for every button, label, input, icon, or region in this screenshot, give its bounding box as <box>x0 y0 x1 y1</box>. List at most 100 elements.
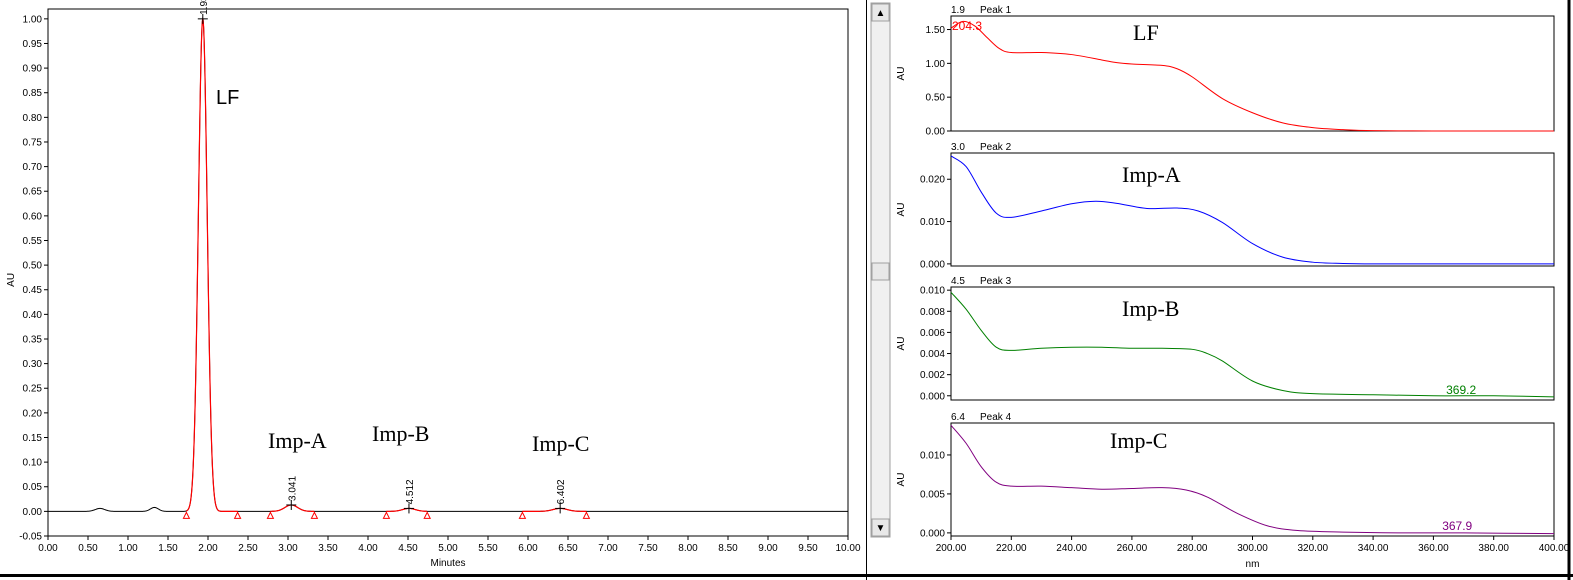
y-tick-label: 0.05 <box>23 482 43 493</box>
x-tick-label: 2.50 <box>238 543 258 554</box>
spectrum-header-label: Peak 4 <box>980 412 1012 423</box>
x-tick-label: 10.00 <box>835 543 860 554</box>
y-tick-label: 0.90 <box>23 64 43 75</box>
y-tick-label: 0.75 <box>23 137 43 148</box>
peak-annotation: Imp-C <box>532 431 589 456</box>
spectrum-header-rt: 1.9 <box>951 5 965 16</box>
spectrum-annotation: LF <box>1133 20 1159 45</box>
x-tick-label: 7.00 <box>598 543 618 554</box>
spectrum-header-rt: 4.5 <box>951 276 965 287</box>
x-tick-label: 6.50 <box>558 543 578 554</box>
x-tick-label: 0.50 <box>78 543 98 554</box>
chromatogram-panel: -0.050.000.050.100.150.200.250.300.350.4… <box>6 0 861 569</box>
y-tick-label: 0.00 <box>23 507 43 518</box>
x-tick-label: 0.00 <box>38 543 58 554</box>
y-tick-label: 0.95 <box>23 39 43 50</box>
x-tick-label: 3.00 <box>278 543 298 554</box>
spectra-panel: 1.9 Peak 1 0.00 0.50 1.00 1.50 AU 204.3 LF 3.0 Pea… <box>896 5 1570 570</box>
y-tick-label: 0.010 <box>920 286 945 297</box>
spectrum-frame <box>950 152 1555 267</box>
x-tick-label: 240.00 <box>1056 543 1087 554</box>
peak-annotation: Imp-B <box>372 421 429 446</box>
peak-integration-0 <box>186 16 238 512</box>
y-tick-label: 0.45 <box>23 285 43 296</box>
peak-rt-label: 3.041 <box>287 476 298 501</box>
y-tick-label: 0.50 <box>926 93 946 104</box>
spectrum-max-label: 204.3 <box>952 19 982 33</box>
y-tick-label: 0.00 <box>926 127 946 138</box>
x-tick-label: 280.00 <box>1177 543 1208 554</box>
spectrum-annotation: Imp-A <box>1122 162 1181 187</box>
y-tick-label: 0.004 <box>920 349 945 360</box>
peak-marker <box>266 511 275 519</box>
y-tick-label: 0.55 <box>23 236 43 247</box>
y-tick-label: -0.05 <box>19 532 42 543</box>
scroll-up-icon: ▲ <box>876 8 886 19</box>
spectrum-header-label: Peak 1 <box>980 5 1012 16</box>
y-tick-label: 1.00 <box>23 14 43 25</box>
spectrum-curve <box>950 291 1555 398</box>
x-tick-label: 8.00 <box>678 543 698 554</box>
peak-integration-3 <box>522 507 587 512</box>
spectrum-header-label: Peak 3 <box>980 276 1012 287</box>
spectrum-curve <box>950 425 1555 535</box>
scroll-up-button[interactable] <box>871 3 890 22</box>
x-tick-label: 5.00 <box>438 543 458 554</box>
scroll-down-button[interactable] <box>871 518 890 537</box>
x-tick-label: 400.00 <box>1539 543 1570 554</box>
spectrum-annotation: Imp-C <box>1110 428 1167 453</box>
y-tick-label: 0.020 <box>920 175 945 186</box>
y-tick-label: 0.30 <box>23 359 43 370</box>
y-tick-label: 0.006 <box>920 328 945 339</box>
spectrum-max-label: 369.2 <box>1446 383 1476 397</box>
y-tick-label: 0.70 <box>23 162 43 173</box>
y-tick-label: 0.010 <box>920 217 945 228</box>
x-tick-label: 4.50 <box>398 543 418 554</box>
x-tick-label: 200.00 <box>936 543 967 554</box>
x-tick-label: 1.50 <box>158 543 178 554</box>
y-tick-label: 0.65 <box>23 187 43 198</box>
x-axis-label: Minutes <box>430 558 465 569</box>
x-tick-label: 380.00 <box>1478 543 1509 554</box>
x-tick-label: 8.50 <box>718 543 738 554</box>
peak-rt-label: 1.935 <box>199 0 210 15</box>
x-tick-label: 340.00 <box>1358 543 1389 554</box>
y-axis-label: AU <box>6 273 17 287</box>
y-tick-label: 0.000 <box>920 391 945 402</box>
y-tick-label: 0.85 <box>23 88 43 99</box>
peak-marker <box>582 511 591 519</box>
y-tick-label: 0.005 <box>920 489 945 500</box>
x-tick-label: 6.00 <box>518 543 538 554</box>
spectrum-header-rt: 6.4 <box>951 412 965 423</box>
spectrum-annotation: Imp-B <box>1122 296 1179 321</box>
x-tick-label: 220.00 <box>996 543 1027 554</box>
y-tick-label: 0.002 <box>920 370 945 381</box>
spectrum-curve <box>950 20 1554 132</box>
y-tick-label: 0.40 <box>23 310 43 321</box>
spectrum-header-rt: 3.0 <box>951 142 965 153</box>
y-tick-label: 0.000 <box>920 528 945 539</box>
scroll-thumb[interactable] <box>871 262 890 281</box>
y-tick-label: 0.008 <box>920 307 945 318</box>
scroll-down-icon: ▼ <box>876 523 886 534</box>
spectrum-frame <box>950 15 1555 132</box>
y-tick-label: 0.15 <box>23 433 43 444</box>
y-tick-label: 0.010 <box>920 450 945 461</box>
y-tick-label: 1.50 <box>926 25 946 36</box>
x-tick-label: 320.00 <box>1298 543 1329 554</box>
y-axis-label: AU <box>896 67 907 81</box>
chromatogram-trace <box>48 18 848 512</box>
y-tick-label: 0.60 <box>23 211 43 222</box>
vertical-scrollbar[interactable]: ▲ ▼ <box>870 2 891 538</box>
y-tick-label: 0.25 <box>23 384 43 395</box>
spectrum-max-label: 367.9 <box>1442 519 1472 533</box>
y-axis-label: AU <box>896 203 907 217</box>
y-tick-label: 0.20 <box>23 408 43 419</box>
spectrum-frame <box>950 286 1555 401</box>
y-tick-label: 0.10 <box>23 458 43 469</box>
peak-marker <box>423 511 432 519</box>
x-tick-label: 5.50 <box>478 543 498 554</box>
